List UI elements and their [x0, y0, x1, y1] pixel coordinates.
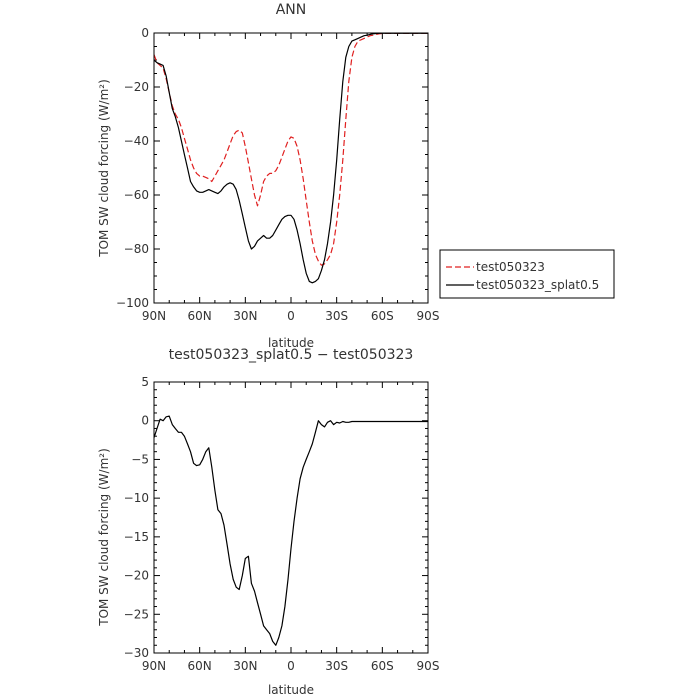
difference-x-tick-label: 30S	[325, 659, 348, 673]
difference-y-tick-label: −15	[124, 530, 149, 544]
difference-series-line-difference	[153, 415, 428, 646]
annual-series-line-test050323	[153, 32, 428, 266]
difference-ticks: 90N 60N 30N 0 30S 60S 90S 5 0 −5 −10 −15 −20 −25 −30	[124, 375, 440, 673]
annual-y-axis-label: TOM SW cloud forcing (W/m²)	[97, 79, 111, 258]
difference-x-axis-label: latitude	[268, 683, 314, 697]
difference-y-tick-label: 5	[141, 375, 149, 389]
annual-x-axis-label: latitude	[268, 336, 314, 350]
difference-x-tick-label: 30N	[233, 659, 257, 673]
annual-title: ANN	[276, 2, 307, 18]
difference-title: test050323_splat0.5 − test050323	[169, 347, 414, 363]
difference-y-tick-label: −25	[124, 607, 149, 621]
annual-x-tick-label: 60N	[188, 309, 212, 323]
difference-series-lines	[153, 415, 428, 646]
annual-y-tick-label: −100	[116, 296, 149, 310]
annual-x-tick-label: 30N	[233, 309, 257, 323]
difference-y-tick-label: −30	[124, 646, 149, 660]
difference-y-tick-label: 0	[141, 414, 149, 428]
legend-label-test050323: test050323	[476, 260, 545, 274]
annual-x-tick-label: 60S	[371, 309, 394, 323]
difference-x-tick-label: 60N	[188, 659, 212, 673]
annual-x-tick-label: 30S	[325, 309, 348, 323]
difference-y-axis-label: TOM SW cloud forcing (W/m²)	[97, 448, 111, 627]
annual-series-lines	[153, 32, 428, 284]
annual-y-tick-label: −40	[124, 134, 149, 148]
annual-y-tick-label: −20	[124, 80, 149, 94]
difference-x-tick-label: 90N	[142, 659, 166, 673]
difference-y-tick-label: −10	[124, 491, 149, 505]
difference-y-tick-label: −20	[124, 569, 149, 583]
legend-box	[439, 249, 615, 299]
annual-y-tick-label: −80	[124, 242, 149, 256]
difference-y-tick-label: −5	[131, 452, 149, 466]
annual-x-tick-label: 90S	[417, 309, 440, 323]
difference-plot-frame	[153, 381, 429, 654]
annual-y-tick-label: −60	[124, 188, 149, 202]
annual-series-line-test050323-splat0-5	[153, 32, 428, 284]
annual-panel: ANN TOM SW cloud forcing (W/m²) latitude…	[97, 2, 615, 350]
difference-x-tick-label: 0	[287, 659, 295, 673]
annual-x-tick-label: 0	[287, 309, 295, 323]
difference-panel: test050323_splat0.5 − test050323 TOM SW …	[97, 347, 439, 697]
legend-label-test050323-splat0.5: test050323_splat0.5	[476, 278, 599, 292]
difference-x-tick-label: 90S	[417, 659, 440, 673]
annual-x-tick-label: 90N	[142, 309, 166, 323]
annual-plot-frame	[153, 32, 429, 304]
difference-x-tick-label: 60S	[371, 659, 394, 673]
legend: test050323 test050323_splat0.5	[439, 249, 615, 299]
annual-y-tick-label: 0	[141, 26, 149, 40]
